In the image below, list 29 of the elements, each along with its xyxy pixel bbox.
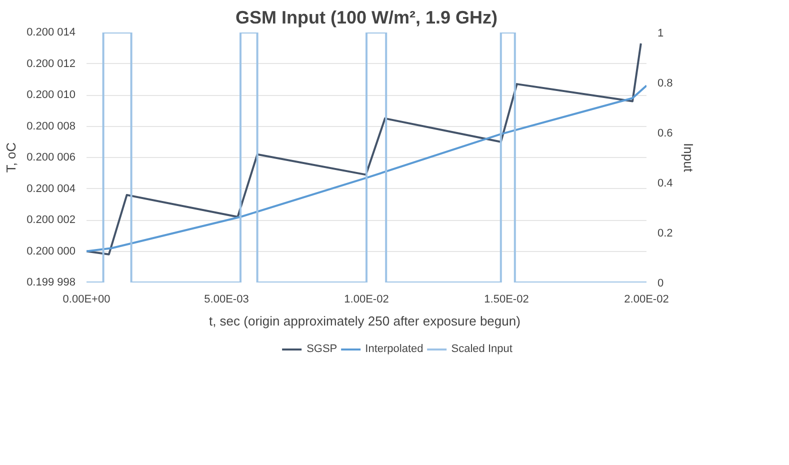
- x-tick-label: 5.00E-03: [204, 294, 249, 306]
- y2-tick-label: 0.8: [658, 78, 673, 90]
- y-axis-title: T, oC: [4, 142, 19, 173]
- x-tick-label: 2.00E-02: [624, 294, 669, 306]
- y-tick-label: 0.199 998: [26, 276, 76, 288]
- y-tick-label: 0.200 010: [26, 89, 76, 101]
- chart-title: GSM Input (100 W/m², 1.9 GHz): [235, 8, 498, 28]
- x-tick-label: 1.00E-02: [344, 294, 389, 306]
- y-tick-label: 0.200 002: [26, 214, 76, 226]
- line-series: [86, 84, 646, 252]
- y2-tick-label: 0: [658, 278, 664, 290]
- y-tick-label: 0.200 012: [26, 58, 76, 70]
- legend-label: SGSP: [306, 343, 338, 355]
- y-tick-label: 0.200 014: [26, 26, 76, 38]
- y2-tick-label: 0.6: [658, 128, 673, 140]
- legend-label: Scaled Input: [451, 343, 512, 355]
- y2-axis-title: Input: [680, 143, 696, 172]
- y2-tick-label: 0.2: [658, 228, 673, 240]
- line-series: [86, 42, 642, 256]
- y2-tick-label: 1: [658, 28, 664, 40]
- x-tick-label: 1.50E-02: [484, 294, 529, 306]
- y2-tick-label: 0.4: [658, 178, 673, 190]
- y-tick-label: 0.200 006: [26, 152, 76, 164]
- y-tick-label: 0.200 008: [26, 120, 76, 132]
- x-tick-label: 0.00E+00: [62, 294, 110, 306]
- y-tick-label: 0.200 000: [26, 245, 76, 258]
- y-tick-label: 0.200 004: [26, 182, 76, 195]
- x-axis-title: t, sec (origin approximately 250 after exposure begun): [208, 314, 520, 328]
- legend-label: Interpolated: [365, 343, 424, 355]
